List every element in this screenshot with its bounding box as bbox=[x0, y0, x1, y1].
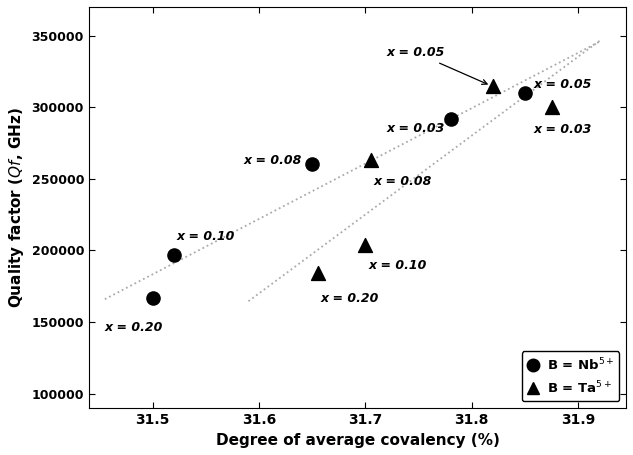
Text: x = 0.05: x = 0.05 bbox=[387, 46, 487, 84]
Point bbox=[488, 82, 498, 89]
Text: x = 0.05: x = 0.05 bbox=[534, 78, 592, 91]
Point bbox=[360, 241, 370, 248]
Point bbox=[546, 104, 556, 111]
Point bbox=[366, 157, 376, 164]
Text: x = 0.20: x = 0.20 bbox=[105, 321, 163, 334]
Text: x = 0.10: x = 0.10 bbox=[176, 230, 234, 243]
Point bbox=[520, 89, 530, 96]
X-axis label: Degree of average covalency (%): Degree of average covalency (%) bbox=[215, 433, 499, 448]
Point bbox=[307, 161, 317, 168]
Text: x = 0.03: x = 0.03 bbox=[534, 123, 592, 136]
Text: x = 0.10: x = 0.10 bbox=[368, 259, 427, 272]
Y-axis label: Quality factor ($\mathit{Qf}$, GHz): Quality factor ($\mathit{Qf}$, GHz) bbox=[7, 107, 26, 308]
Text: x = 0.08: x = 0.08 bbox=[374, 175, 432, 187]
Point bbox=[446, 115, 456, 122]
Point bbox=[313, 270, 323, 277]
Point bbox=[147, 294, 158, 301]
Legend: B = Nb$^{5+}$, B = Ta$^{5+}$: B = Nb$^{5+}$, B = Ta$^{5+}$ bbox=[522, 351, 620, 401]
Point bbox=[169, 251, 179, 258]
Text: x = 0.03: x = 0.03 bbox=[387, 122, 445, 135]
Text: x = 0.20: x = 0.20 bbox=[321, 292, 379, 305]
Text: x = 0.08: x = 0.08 bbox=[243, 154, 301, 167]
